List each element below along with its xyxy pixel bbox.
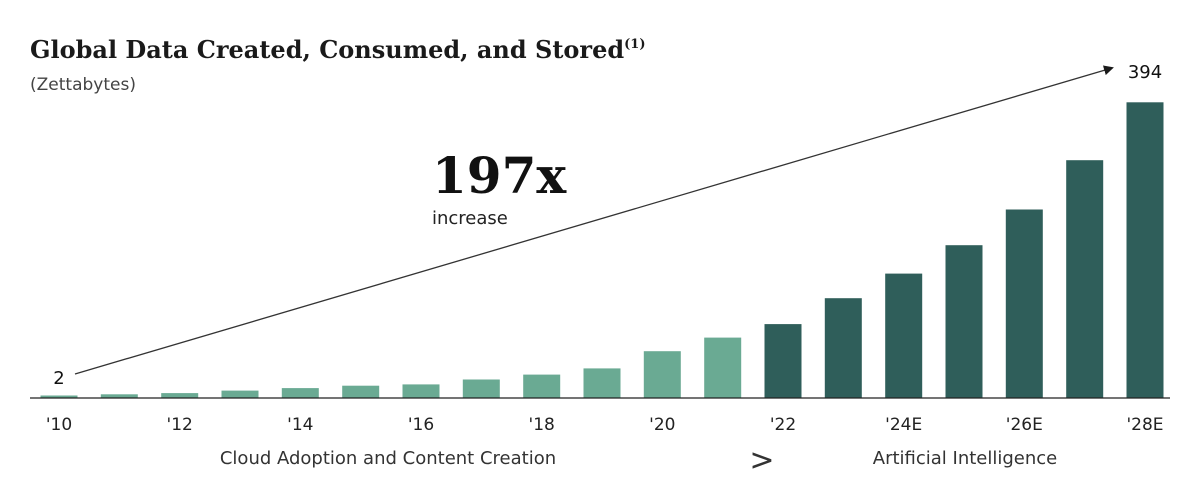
x-tick-label-18: '28E	[1126, 415, 1163, 435]
bar-9	[583, 368, 621, 398]
chart-title: Global Data Created, Consumed, and Store…	[30, 35, 646, 64]
x-tick-label-6: '16	[408, 415, 434, 435]
bar-5	[342, 385, 380, 398]
x-tick-label-4: '14	[287, 415, 313, 435]
x-tick-label-16: '26E	[1006, 415, 1043, 435]
bar-0	[40, 395, 78, 398]
trend-arrow	[74, 65, 1114, 375]
x-tick-label-14: '24E	[885, 415, 922, 435]
x-tick-label-12: '22	[770, 415, 796, 435]
bar-6	[402, 384, 440, 398]
bar-16	[1005, 209, 1043, 398]
bar-10	[643, 351, 681, 398]
bar-18	[1126, 102, 1164, 399]
bar-17	[1066, 160, 1104, 398]
trend-line	[74, 65, 1114, 375]
annotation-value: 197x	[432, 146, 567, 205]
x-tick-label-2: '12	[167, 415, 193, 435]
bar-2	[161, 393, 199, 398]
x-tick-label-10: '20	[649, 415, 675, 435]
bar-14	[885, 273, 923, 398]
phase-label-ai: Artificial Intelligence	[873, 448, 1058, 469]
bar-13	[824, 298, 862, 398]
annotation-label: increase	[432, 208, 508, 229]
bar-11	[704, 337, 742, 398]
bar-7	[462, 379, 500, 398]
bar-4	[281, 388, 319, 398]
bar-12	[764, 324, 802, 398]
bar-8	[523, 374, 561, 398]
bar-3	[221, 390, 259, 398]
bar-15	[945, 245, 983, 398]
x-tick-label-0: '10	[46, 415, 72, 435]
bar-1	[100, 394, 138, 398]
phase-separator-chevron: >	[749, 443, 774, 478]
title-superscript: (1)	[624, 37, 645, 52]
phase-label-cloud: Cloud Adoption and Content Creation	[220, 448, 556, 469]
last-value-label: 394	[1128, 62, 1162, 83]
x-ticks-group: '10 '12 '14 '16 '18 '20 '22 '24E '26E '28E	[46, 415, 1164, 435]
x-tick-label-8: '18	[529, 415, 555, 435]
first-value-label: 2	[53, 368, 64, 389]
bars-group	[40, 102, 1164, 399]
chart-subtitle: (Zettabytes)	[30, 75, 136, 95]
